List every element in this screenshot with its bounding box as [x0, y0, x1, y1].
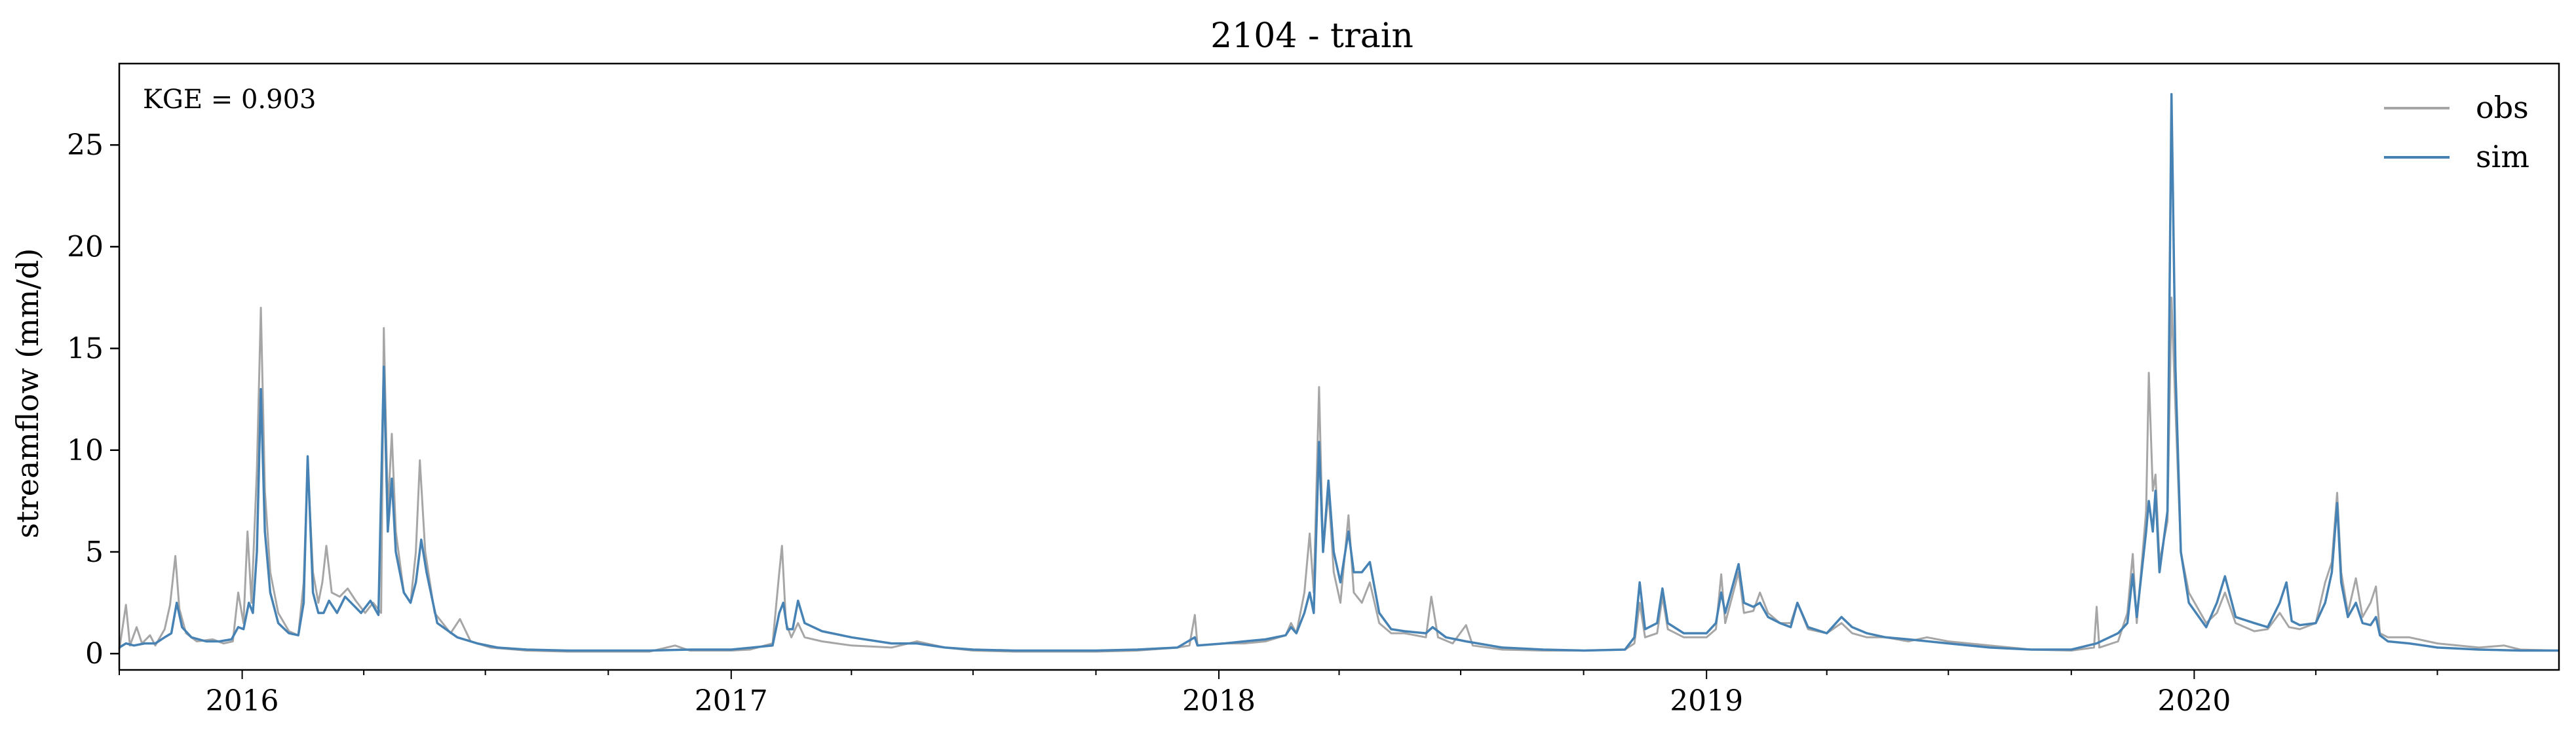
legend-label-sim: sim [2476, 139, 2529, 174]
y-ticks: 0 5 10 15 20 25 [67, 128, 119, 671]
series-layer [118, 92, 2560, 653]
y-tick-label: 25 [67, 128, 104, 162]
kge-annotation: KGE = 0.903 [143, 85, 317, 115]
y-tick-label: 10 [67, 434, 104, 467]
x-tick-label: 2016 [206, 684, 279, 718]
series-line-obs [118, 296, 2560, 653]
chart-title: 2104 - train [1210, 16, 1413, 56]
series-line-sim [119, 92, 2559, 652]
y-tick-label: 5 [85, 536, 104, 569]
legend-label-obs: obs [2476, 90, 2529, 125]
legend: obs sim [2384, 90, 2529, 174]
x-tick-label: 2020 [2157, 684, 2231, 718]
x-tick-label: 2017 [695, 684, 768, 718]
x-tick-label: 2019 [1670, 684, 1743, 718]
y-tick-label: 15 [67, 332, 104, 366]
plot-frame [118, 62, 2560, 671]
x-tick-label: 2018 [1182, 684, 1256, 718]
x-ticks: 2016 2017 2018 2019 2020 [119, 670, 2438, 718]
y-tick-label: 20 [67, 230, 104, 264]
y-axis-label: streamflow (mm/d) [10, 248, 45, 539]
y-tick-label: 0 [85, 637, 104, 671]
